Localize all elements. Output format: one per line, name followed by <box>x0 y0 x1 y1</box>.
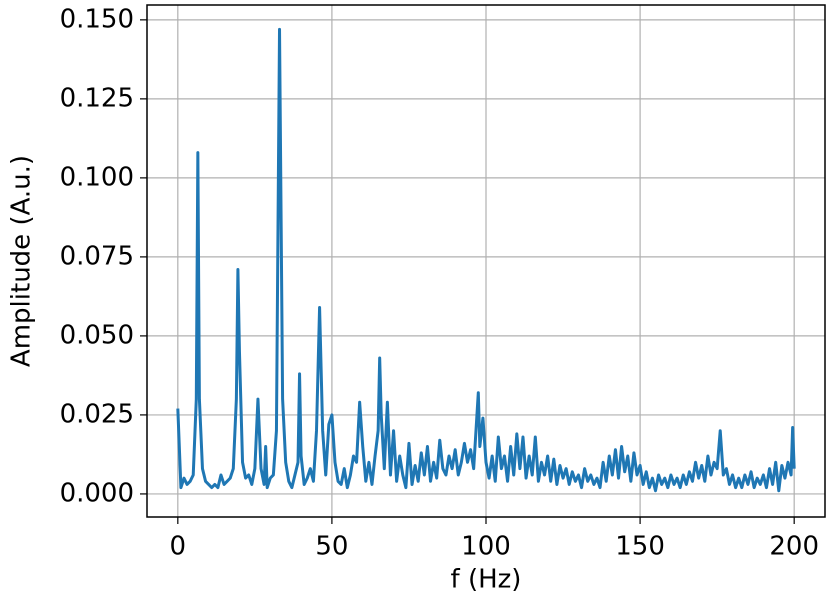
x-tick-label: 0 <box>170 532 187 562</box>
x-tick-label: 200 <box>769 532 819 562</box>
x-tick-label: 100 <box>461 532 511 562</box>
x-tick-label: 150 <box>615 532 665 562</box>
plot-frame <box>146 4 826 518</box>
x-axis-label: f (Hz) <box>451 565 522 595</box>
x-tick-label: 50 <box>315 532 348 562</box>
y-tick-label: 0.100 <box>60 162 134 192</box>
y-tick-label: 0.075 <box>60 241 134 271</box>
y-tick-label: 0.125 <box>60 83 134 113</box>
y-tick-label: 0.025 <box>60 399 134 429</box>
y-tick-label: 0.000 <box>60 478 134 508</box>
data-line <box>176 27 796 493</box>
y-tick-label: 0.150 <box>60 4 134 34</box>
y-tick-label: 0.050 <box>60 320 134 350</box>
y-axis-label: Amplitude (A.u.) <box>7 155 37 367</box>
